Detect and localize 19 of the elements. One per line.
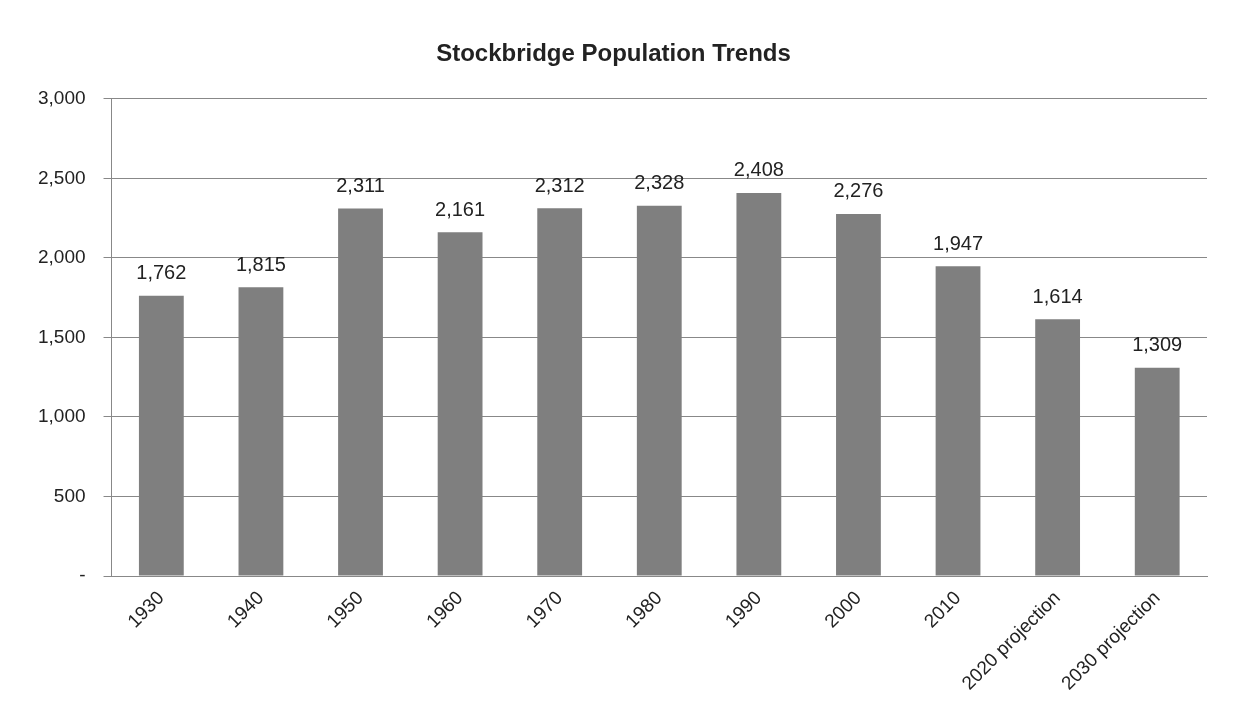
chart-title: Stockbridge Population Trends [436, 39, 791, 67]
y-tick-label: 500 [53, 484, 86, 506]
data-label: 1,762 [136, 261, 187, 284]
data-label: 2,276 [833, 179, 884, 202]
data-label: 2,408 [733, 158, 784, 181]
data-label: 2,161 [435, 197, 486, 220]
y-tick-label: 1,000 [38, 405, 86, 427]
data-label: 2,312 [534, 173, 585, 196]
y-tick-label: - [79, 564, 86, 586]
y-tick-label: 2,000 [38, 246, 86, 268]
y-tick-label: 1,500 [38, 325, 86, 347]
data-label: 1,309 [1132, 333, 1183, 356]
data-label: 1,614 [1032, 284, 1083, 307]
data-label: 1,815 [235, 252, 286, 275]
data-label: 1,947 [933, 231, 984, 254]
data-label: 2,311 [336, 173, 385, 196]
data-label: 2,328 [634, 171, 685, 194]
y-tick-label: 3,000 [38, 87, 86, 109]
y-tick-label: 2,500 [38, 166, 86, 188]
